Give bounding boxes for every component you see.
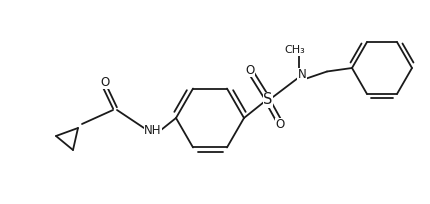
Text: S: S	[263, 92, 273, 108]
Text: O: O	[246, 63, 255, 76]
Text: N: N	[298, 69, 306, 82]
Text: O: O	[100, 75, 110, 89]
Text: NH: NH	[144, 123, 162, 136]
Text: CH₃: CH₃	[285, 45, 305, 55]
Text: O: O	[275, 119, 285, 132]
